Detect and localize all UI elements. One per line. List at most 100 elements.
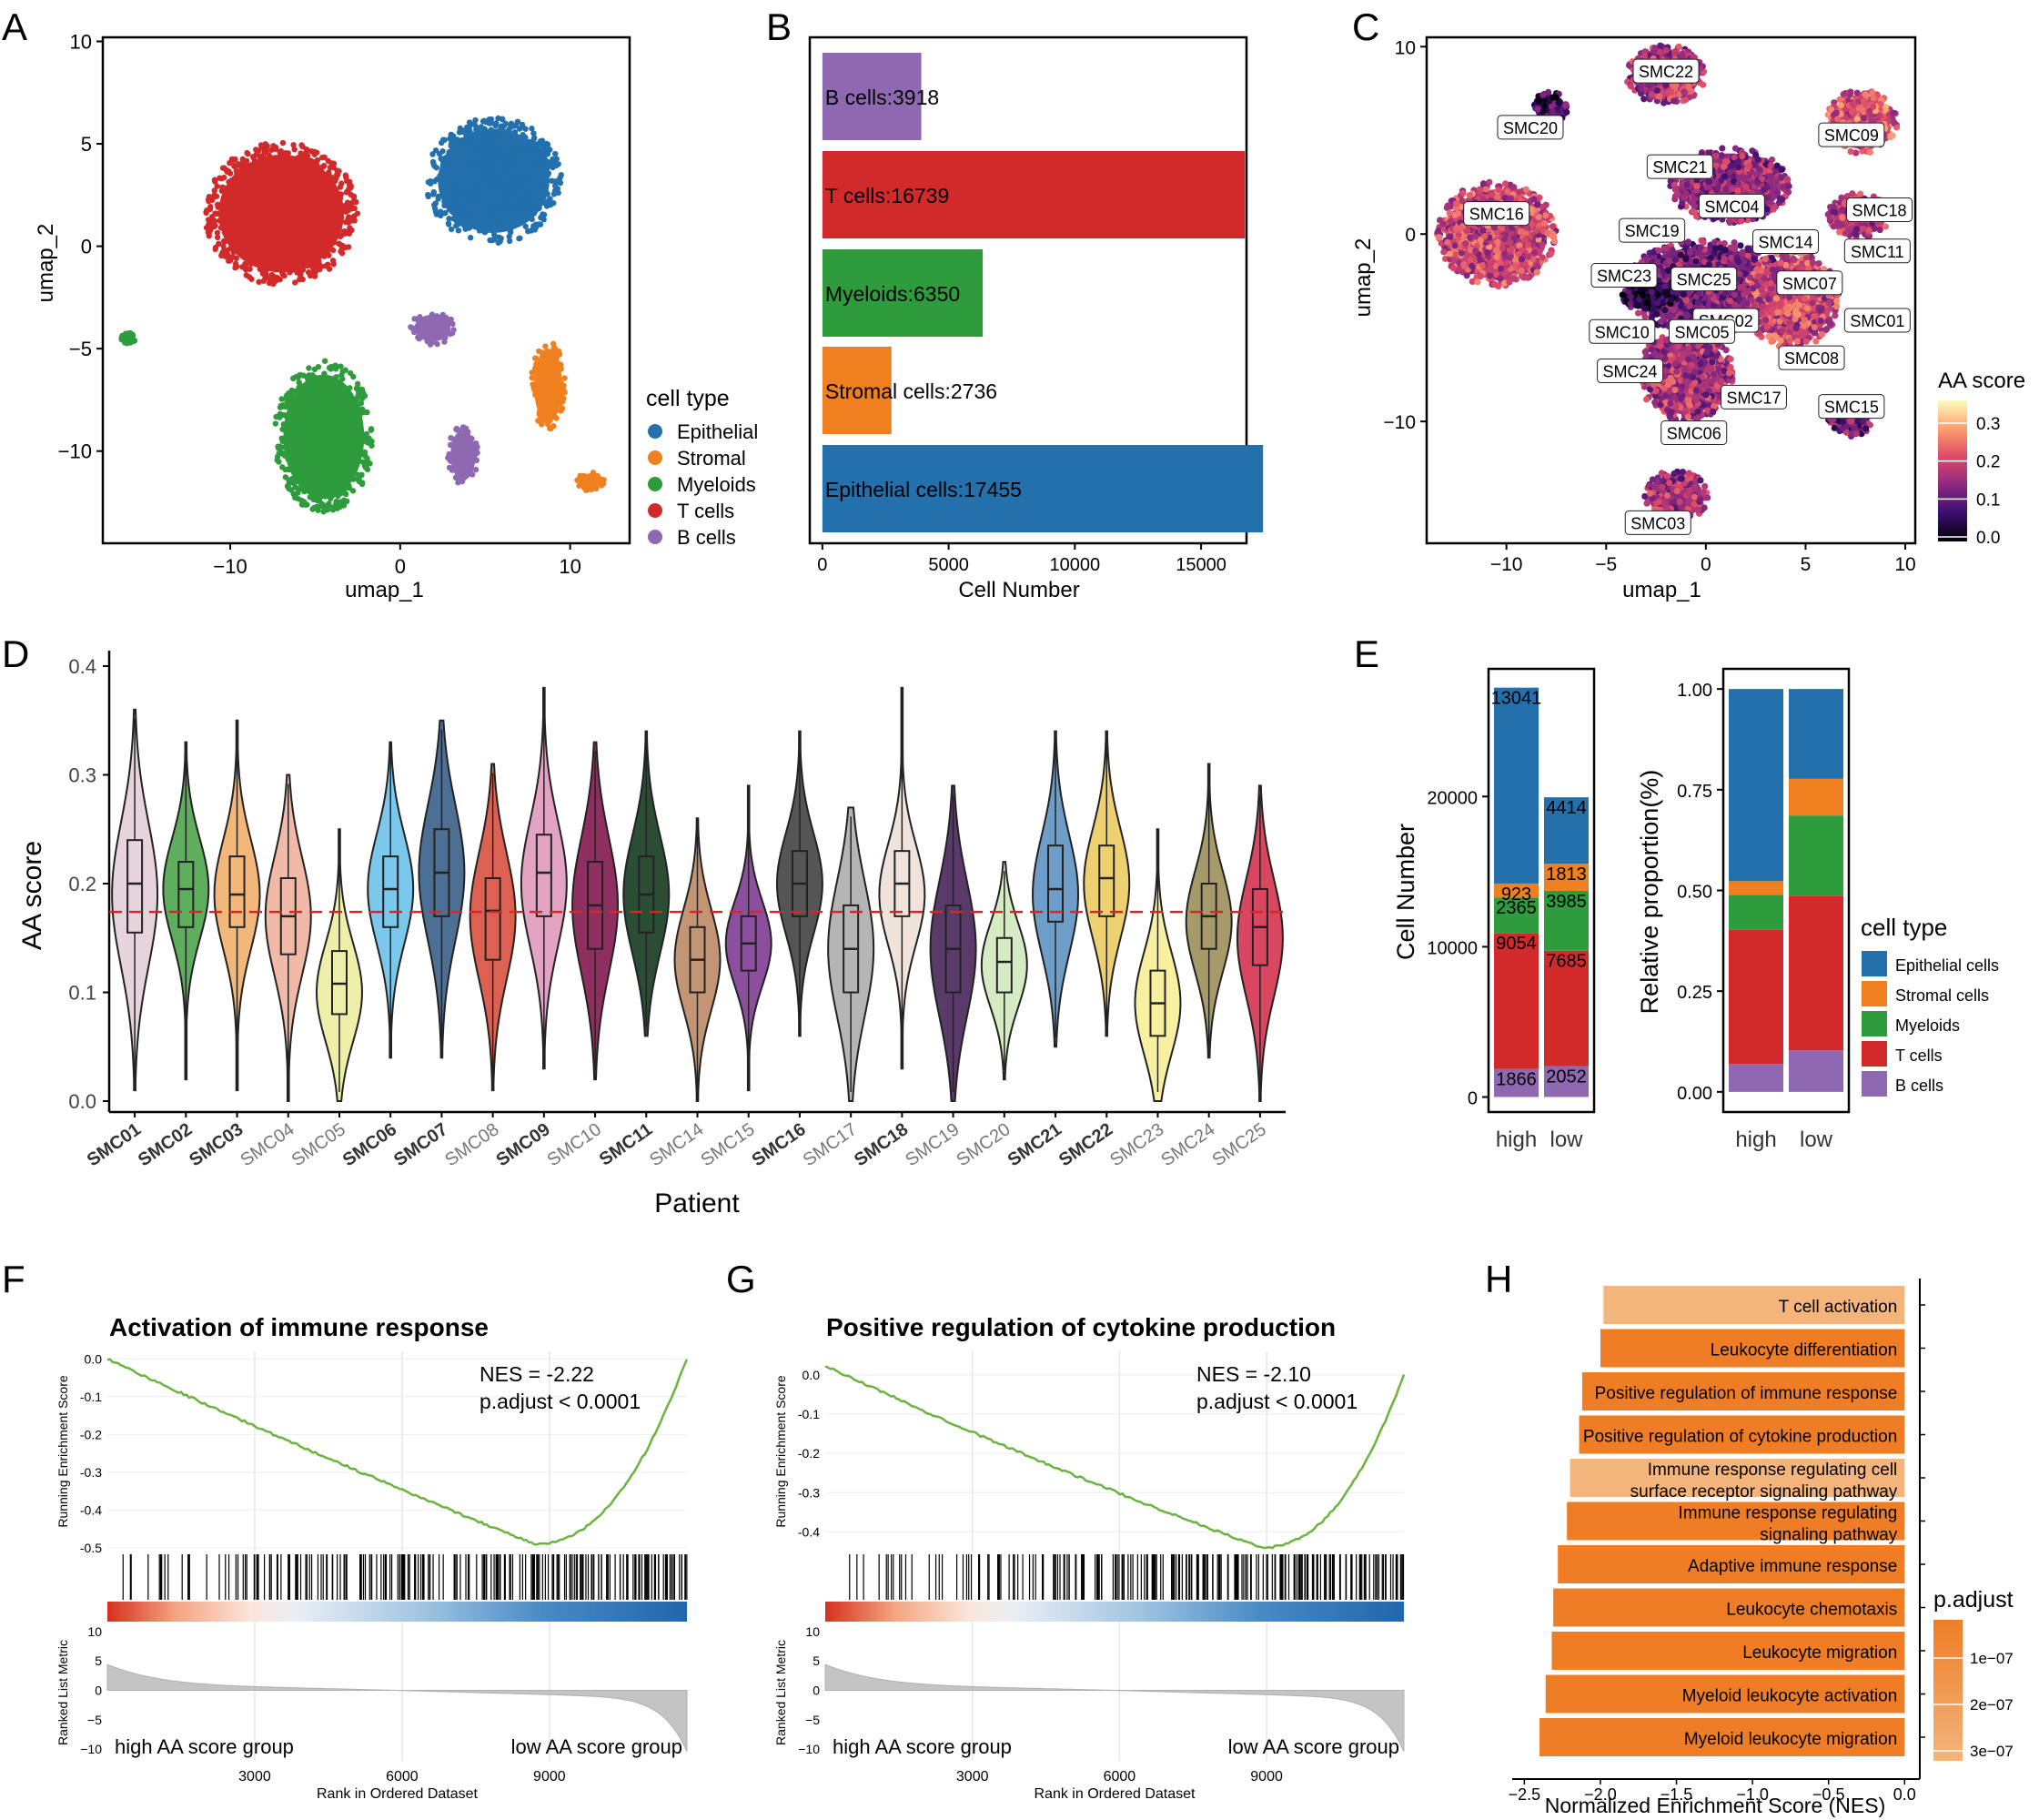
- cell-point: [1739, 153, 1746, 160]
- cell-point: [318, 189, 324, 196]
- cell-point: [493, 120, 500, 126]
- cell-point: [233, 232, 239, 239]
- cell-point: [292, 388, 299, 395]
- cell-point: [343, 177, 350, 185]
- cell-point: [455, 143, 462, 149]
- cell-point: [278, 396, 285, 402]
- cell-point: [1735, 163, 1742, 171]
- cell-point: [333, 374, 339, 380]
- cell-point: [242, 232, 248, 238]
- cell-point: [580, 484, 588, 490]
- cell-point: [235, 202, 242, 208]
- cell-point: [536, 399, 542, 406]
- cell-point: [1722, 186, 1730, 193]
- cell-point: [319, 396, 327, 402]
- cell-point: [211, 223, 217, 230]
- cell-point: [309, 234, 316, 240]
- cell-point: [481, 126, 488, 132]
- cell-point: [486, 132, 492, 139]
- cell-point: [309, 506, 316, 512]
- cell-point: [327, 410, 334, 417]
- cell-point: [1486, 178, 1493, 186]
- cell-point: [1731, 246, 1739, 253]
- cell-point: [277, 215, 283, 222]
- cell-point: [311, 151, 318, 157]
- cell-point: [272, 171, 278, 177]
- cell-point: [1450, 257, 1458, 264]
- cell-point: [1501, 250, 1509, 258]
- cell-point: [1857, 190, 1864, 197]
- cell-point: [309, 257, 316, 263]
- cell-point: [464, 459, 471, 465]
- cluster-epithelial: [425, 115, 564, 246]
- cell-point: [490, 157, 496, 164]
- cell-point: [1507, 238, 1514, 246]
- cell-point: [512, 146, 519, 152]
- cell-point: [277, 410, 284, 418]
- cell-point: [326, 266, 333, 272]
- cell-point: [542, 343, 549, 349]
- cell-point: [461, 214, 469, 221]
- cell-point: [1754, 178, 1761, 186]
- cell-point: [449, 147, 457, 154]
- cell-point: [1458, 249, 1465, 257]
- cell-point: [268, 244, 276, 250]
- cell-point: [460, 441, 467, 448]
- cell-point: [220, 238, 227, 245]
- cell-point: [259, 187, 266, 193]
- cell-point: [558, 379, 564, 386]
- cell-point: [1650, 248, 1657, 256]
- cell-point: [267, 164, 274, 171]
- cell-point: [279, 426, 286, 432]
- cell-point: [290, 172, 297, 178]
- cell-point: [1688, 87, 1695, 95]
- cell-point: [350, 399, 358, 406]
- cell-point: [217, 217, 223, 224]
- cell-point: [321, 216, 328, 222]
- cell-point: [467, 234, 474, 241]
- cell-point: [1734, 187, 1741, 195]
- cell-point: [298, 197, 305, 203]
- cell-point: [1712, 152, 1720, 159]
- cell-point: [298, 247, 305, 254]
- cell-point: [219, 199, 227, 206]
- cell-point: [557, 179, 564, 187]
- cell-point: [1677, 251, 1684, 258]
- cell-point: [1481, 233, 1489, 240]
- cell-point: [1651, 46, 1659, 54]
- cell-point: [1495, 187, 1502, 194]
- cell-point: [1866, 148, 1874, 156]
- cell-point: [1535, 213, 1542, 221]
- cell-point: [472, 212, 479, 218]
- cell-point: [515, 179, 522, 186]
- cell-point: [354, 405, 360, 412]
- cell-point: [214, 234, 221, 241]
- cell-point: [338, 430, 345, 437]
- cell-point: [1777, 174, 1785, 181]
- cell-point: [341, 482, 348, 490]
- cell-point: [558, 366, 564, 372]
- cell-point: [282, 149, 289, 157]
- cell-point: [555, 374, 561, 381]
- cell-point: [529, 126, 535, 132]
- cell-point: [243, 237, 250, 243]
- cell-point: [430, 191, 437, 197]
- cell-point: [322, 248, 329, 255]
- cell-point: [519, 121, 526, 128]
- cell-point: [506, 233, 512, 240]
- cell-point: [509, 187, 515, 194]
- cell-point: [487, 201, 493, 207]
- cell-point: [434, 340, 440, 348]
- cell-point: [1784, 176, 1792, 183]
- cell-point: [1719, 145, 1726, 152]
- cell-point: [281, 444, 288, 450]
- cell-point: [460, 193, 467, 199]
- cell-point: [256, 278, 262, 286]
- cell-point: [349, 199, 356, 206]
- cell-point: [308, 195, 316, 201]
- cell-point: [228, 231, 235, 238]
- cell-point: [318, 480, 325, 487]
- cell-point: [1551, 238, 1559, 245]
- cell-point: [270, 158, 277, 165]
